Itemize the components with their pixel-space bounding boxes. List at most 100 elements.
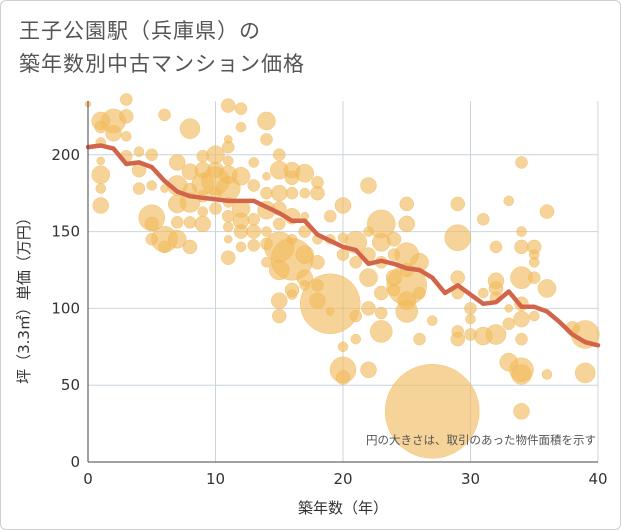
data-bubble [119,109,134,124]
data-bubble [273,148,286,162]
data-bubble [272,308,287,324]
data-bubble [528,271,541,284]
chart-title-line2: 築年数別中古マンション価格 [19,52,305,76]
data-bubble [444,224,471,251]
data-bubble [260,186,273,200]
data-bubble [168,230,187,249]
data-bubble [271,292,288,309]
data-bubble [221,250,236,265]
size-note: 円の大きさは、取引のあった物件面積を示す [366,433,596,447]
data-bubble [92,197,109,214]
data-bubble [91,165,110,184]
data-bubble [223,155,234,167]
data-bubble [271,184,288,202]
data-bubble [337,341,349,353]
data-bubble [485,324,507,345]
data-bubble [233,224,249,239]
bubble-series [84,93,600,459]
data-bubble [350,333,361,345]
data-bubble [427,315,438,326]
data-bubble [158,108,171,122]
data-bubble [386,232,402,247]
data-bubble [158,240,171,254]
data-bubble [450,331,465,347]
data-bubble [285,186,299,200]
data-bubble [286,289,298,300]
data-bubble [145,148,158,162]
data-bubble [247,213,260,226]
data-bubble [385,364,480,459]
data-bubble [234,102,248,115]
trend-line [85,143,601,348]
data-bubble [261,226,272,237]
data-bubble [133,146,145,157]
data-bubble [273,217,286,231]
x-tick-label: 0 [83,470,93,488]
data-bubble [248,157,259,168]
data-bubble [450,196,465,212]
data-bubble [310,255,325,270]
data-bubble [464,302,477,315]
data-bubble [575,362,596,384]
data-bubble [295,245,314,264]
data-bubble [334,197,352,214]
data-bubble [361,301,376,316]
data-bubble [489,240,503,254]
data-bubble [413,332,426,346]
data-bubble [529,310,540,322]
data-bubble [144,216,159,232]
data-bubble [262,172,271,181]
data-bubble [209,202,222,215]
data-bubble [224,235,233,244]
data-bubble [537,279,557,298]
data-bubble [247,239,260,252]
data-bubble [478,287,489,299]
data-bubble [326,307,335,316]
trend-series [85,143,601,348]
data-bubble [465,313,476,325]
data-bubble [477,213,490,226]
x-tick-label: 20 [333,470,352,488]
x-axis-label: 築年数（年） [298,499,388,517]
data-bubble [222,140,235,154]
data-bubble [539,204,555,219]
data-bubble [349,256,362,269]
data-bubble [299,187,310,199]
data-bubble [257,111,276,131]
data-bubble [529,257,540,268]
data-bubble [260,133,273,146]
data-bubble [541,369,553,380]
data-bubble [231,167,251,186]
data-bubble [235,121,247,133]
data-bubble [349,309,362,323]
data-bubble [194,215,211,233]
data-bubble [246,224,261,239]
data-bubble [132,182,146,195]
data-bubble [504,304,513,313]
data-bubble [146,180,157,191]
data-bubble [221,98,236,113]
data-bubble [310,185,325,201]
data-bubble [235,241,247,253]
data-bubble [398,215,415,233]
y-tick-label: 100 [51,299,80,317]
data-bubble [300,273,361,335]
y-tick-label: 50 [61,376,80,394]
data-bubble [336,248,350,261]
data-bubble [183,216,197,229]
y-tick-label: 150 [51,223,80,241]
data-bubble [360,361,377,379]
y-axis-label: 坪（3.3㎡）単価（万円） [15,210,33,384]
data-bubble [359,268,378,287]
data-bubble [120,93,133,106]
data-bubble [513,310,530,328]
chart-title-line1: 王子公園駅（兵庫県）の [19,19,261,43]
data-bubble [324,209,337,223]
y-tick-label: 0 [70,453,80,471]
data-bubble [179,118,201,139]
data-bubble [360,177,377,194]
y-tick-label: 200 [51,146,80,164]
data-bubble [375,306,388,320]
